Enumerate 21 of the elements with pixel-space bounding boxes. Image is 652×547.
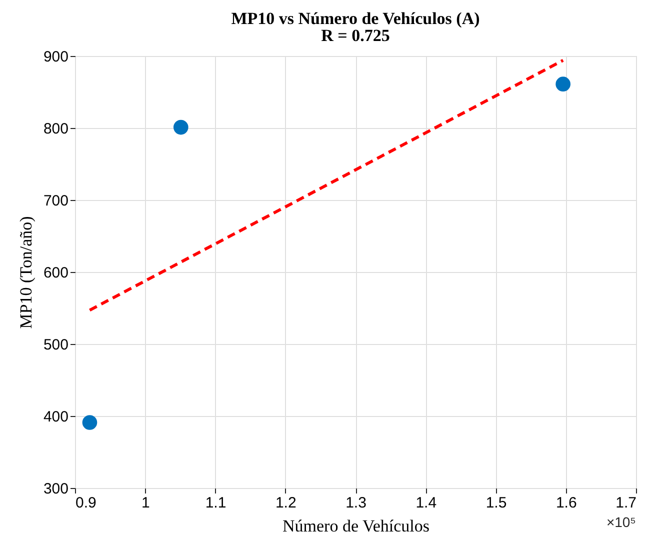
y-axis-title: MP10 (Ton/año) <box>16 216 36 329</box>
y-tick-label: 900 <box>43 48 68 66</box>
x-axis-title: Número de Vehículos <box>282 516 430 536</box>
x-tick-label: 1.5 <box>486 494 507 512</box>
x-tick-label: 1.1 <box>205 494 226 512</box>
chart-subtitle: R = 0.725 <box>321 26 390 45</box>
x-tick-label: 1.6 <box>556 494 577 512</box>
y-tick-label: 500 <box>43 336 68 354</box>
y-tick-label: 400 <box>43 408 68 426</box>
x-tick-label: 1.7 <box>616 494 636 512</box>
y-tick-label: 600 <box>43 264 68 282</box>
x-tick-label: 1.4 <box>416 494 437 512</box>
x-tick-label: 1 <box>141 494 150 512</box>
y-tick-label: 300 <box>43 480 68 498</box>
chart-title: MP10 vs Número de Vehículos (A) <box>231 9 480 28</box>
text: ×10⁵ <box>606 514 636 530</box>
x-tick-label: 0.9 <box>76 494 96 512</box>
x-tick-label: 1.3 <box>346 494 366 512</box>
y-tick-label: 700 <box>43 192 68 210</box>
y-tick-label: 800 <box>43 120 68 138</box>
x-tick-label: 1.2 <box>275 494 296 512</box>
